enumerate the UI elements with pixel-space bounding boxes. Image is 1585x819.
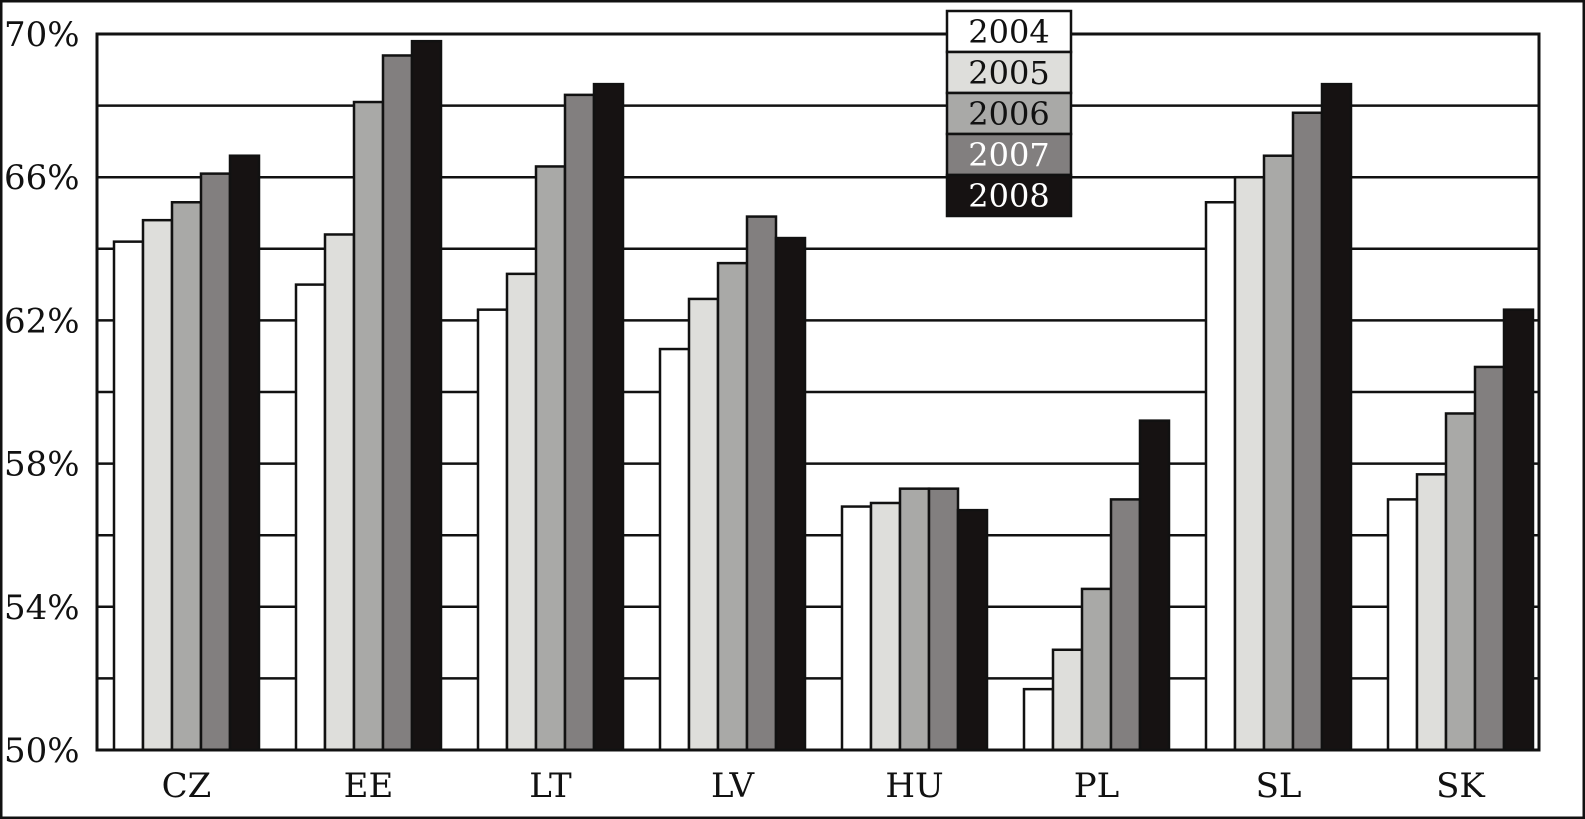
y-tick-label: 50% [4,731,80,771]
bar-sl-2006 [1262,154,1295,752]
legend-label-2008: 2008 [968,177,1049,215]
x-tick-label: PL [1074,766,1119,806]
bar-sk-2004 [1386,498,1419,752]
bar-hu-2005 [869,501,902,752]
bar-pl-2005 [1051,648,1084,752]
x-tick-label: SL [1256,766,1302,806]
bar-lt-2007 [563,93,596,752]
x-tick-label: SK [1436,766,1485,806]
bar-hu-2007 [927,487,960,752]
bar-sl-2007 [1291,111,1324,752]
bar-lt-2004 [476,308,509,752]
x-tick-label: CZ [162,766,212,806]
bar-lv-2007 [745,215,778,752]
bar-pl-2008 [1138,419,1171,752]
bar-ee-2006 [352,100,385,752]
bar-sk-2007 [1473,365,1506,752]
bar-lt-2008 [592,82,625,752]
bar-cz-2005 [141,218,174,752]
bar-lv-2008 [774,236,807,752]
bar-sl-2008 [1320,82,1353,752]
y-tick-label: 66% [4,158,80,198]
bar-cz-2008 [228,154,261,752]
bar-lv-2004 [658,347,691,752]
bar-cz-2006 [170,201,203,752]
legend-swatch-2008 [945,173,1073,218]
bar-pl-2007 [1109,498,1142,752]
y-tick-label: 70% [4,15,80,55]
bar-lv-2006 [716,261,749,752]
bar-ee-2005 [323,233,356,752]
bar-cz-2004 [112,240,145,752]
bar-cz-2007 [199,172,232,752]
bar-pl-2006 [1080,587,1113,752]
bar-sk-2005 [1415,473,1448,752]
legend-swatch-2005 [945,50,1073,95]
bar-sl-2004 [1204,201,1237,752]
y-tick-label: 58% [4,445,80,485]
y-tick-label: 54% [4,588,80,628]
x-tick-label: HU [885,766,943,806]
bar-ee-2004 [294,283,327,752]
x-tick-label: LV [711,766,756,806]
bar-sk-2008 [1502,308,1535,752]
bar-sk-2006 [1444,412,1477,752]
bar-hu-2008 [956,508,989,752]
bar-hu-2004 [840,505,873,752]
plot-area-border [95,32,1541,752]
legend-label-2004: 2004 [968,13,1049,51]
legend-label-2007: 2007 [968,136,1049,174]
bar-hu-2006 [898,487,931,752]
x-tick-label: EE [344,766,394,806]
legend-swatch-2006 [945,91,1073,136]
bar-sl-2005 [1233,175,1266,752]
bar-ee-2007 [381,54,414,752]
x-axis-tick-labels: CZ EE LT LV HU PL SL SK [162,766,1486,806]
x-tick-label: LT [529,766,572,806]
y-axis-tick-labels: 50% 54% 58% 62% 66% 70% [4,15,80,771]
bar-pl-2004 [1022,687,1055,752]
legend-label-2005: 2005 [968,54,1049,92]
bar-lv-2005 [687,297,720,752]
bar-lt-2005 [505,272,538,752]
legend-swatch-2007 [945,132,1073,177]
bar-ee-2008 [410,39,443,752]
bar-lt-2006 [534,165,567,752]
legend-label-2006: 2006 [968,95,1049,133]
y-tick-label: 62% [4,301,80,341]
